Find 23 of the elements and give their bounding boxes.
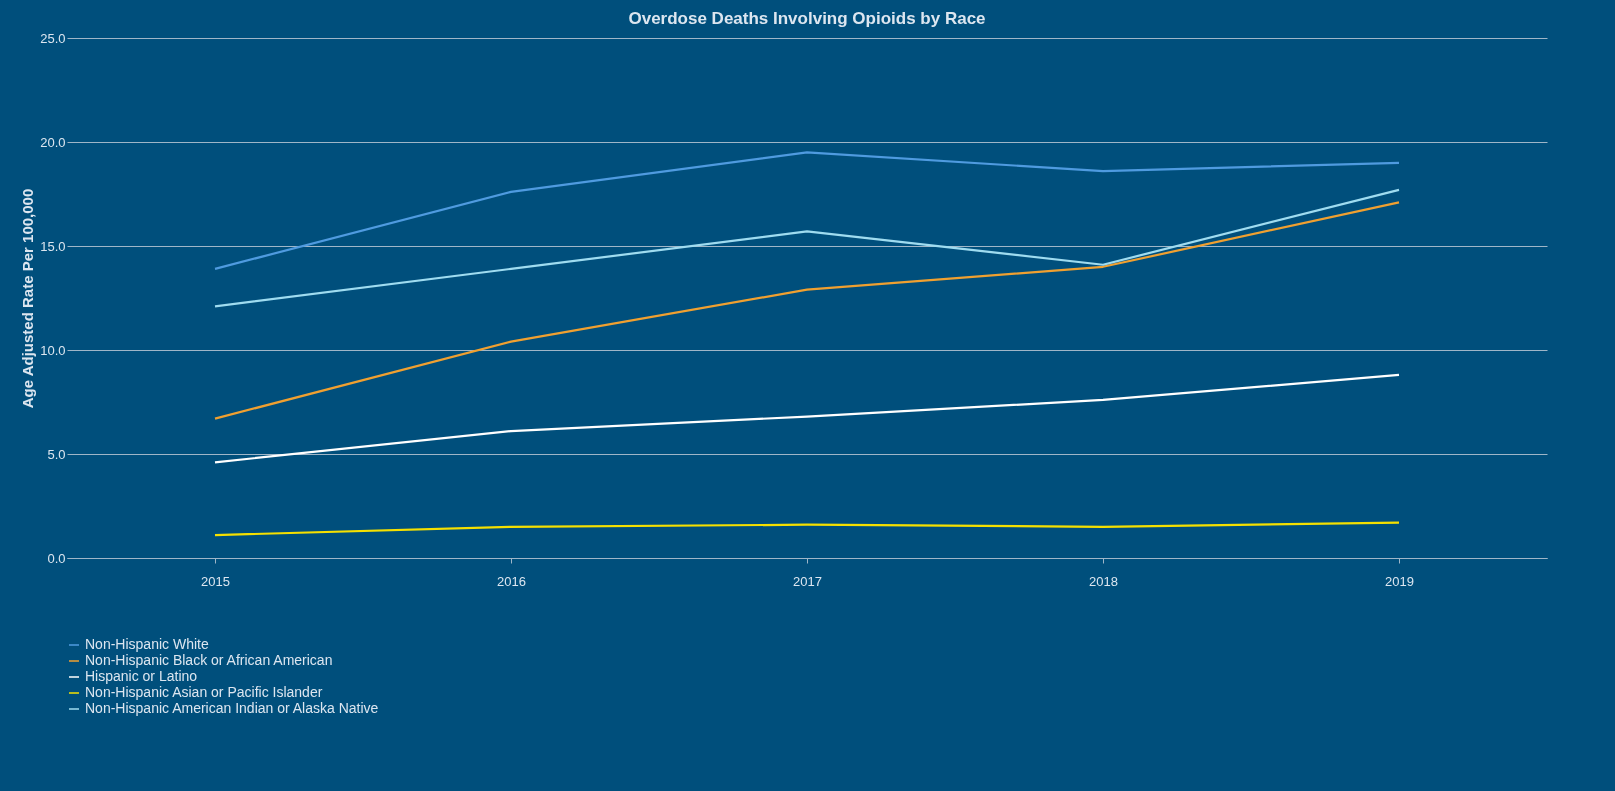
y-tick-label: 5.0 bbox=[47, 446, 66, 462]
y-tick-label: 20.0 bbox=[40, 134, 66, 150]
y-tick-label: 25.0 bbox=[40, 30, 66, 46]
line-series bbox=[213, 373, 1401, 464]
x-tick-label: 2016 bbox=[497, 573, 526, 589]
legend-label: Non-Hispanic White bbox=[85, 636, 209, 652]
line-series bbox=[213, 201, 1401, 420]
legend-label: Non-Hispanic American Indian or Alaska Native bbox=[85, 700, 379, 716]
x-tick-label: 2017 bbox=[793, 573, 822, 589]
line-series bbox=[213, 151, 1401, 270]
chart-title: Overdose Deaths Involving Opioids by Race bbox=[628, 9, 986, 28]
x-tick-label: 2018 bbox=[1089, 573, 1118, 589]
legend-label: Non-Hispanic Asian or Pacific Islander bbox=[85, 684, 323, 700]
line-series bbox=[213, 521, 1401, 537]
x-tick-label: 2015 bbox=[201, 573, 230, 589]
legend-label: Non-Hispanic Black or African American bbox=[85, 652, 333, 668]
legend-label: Hispanic or Latino bbox=[85, 668, 198, 684]
y-tick-label: 0.0 bbox=[47, 550, 66, 566]
y-axis-title: Age Adjusted Rate Per 100,000 bbox=[19, 188, 37, 409]
y-tick-label: 15.0 bbox=[40, 238, 66, 254]
y-tick-label: 10.0 bbox=[40, 342, 66, 358]
x-tick-label: 2019 bbox=[1385, 573, 1414, 589]
line-series bbox=[213, 188, 1401, 308]
